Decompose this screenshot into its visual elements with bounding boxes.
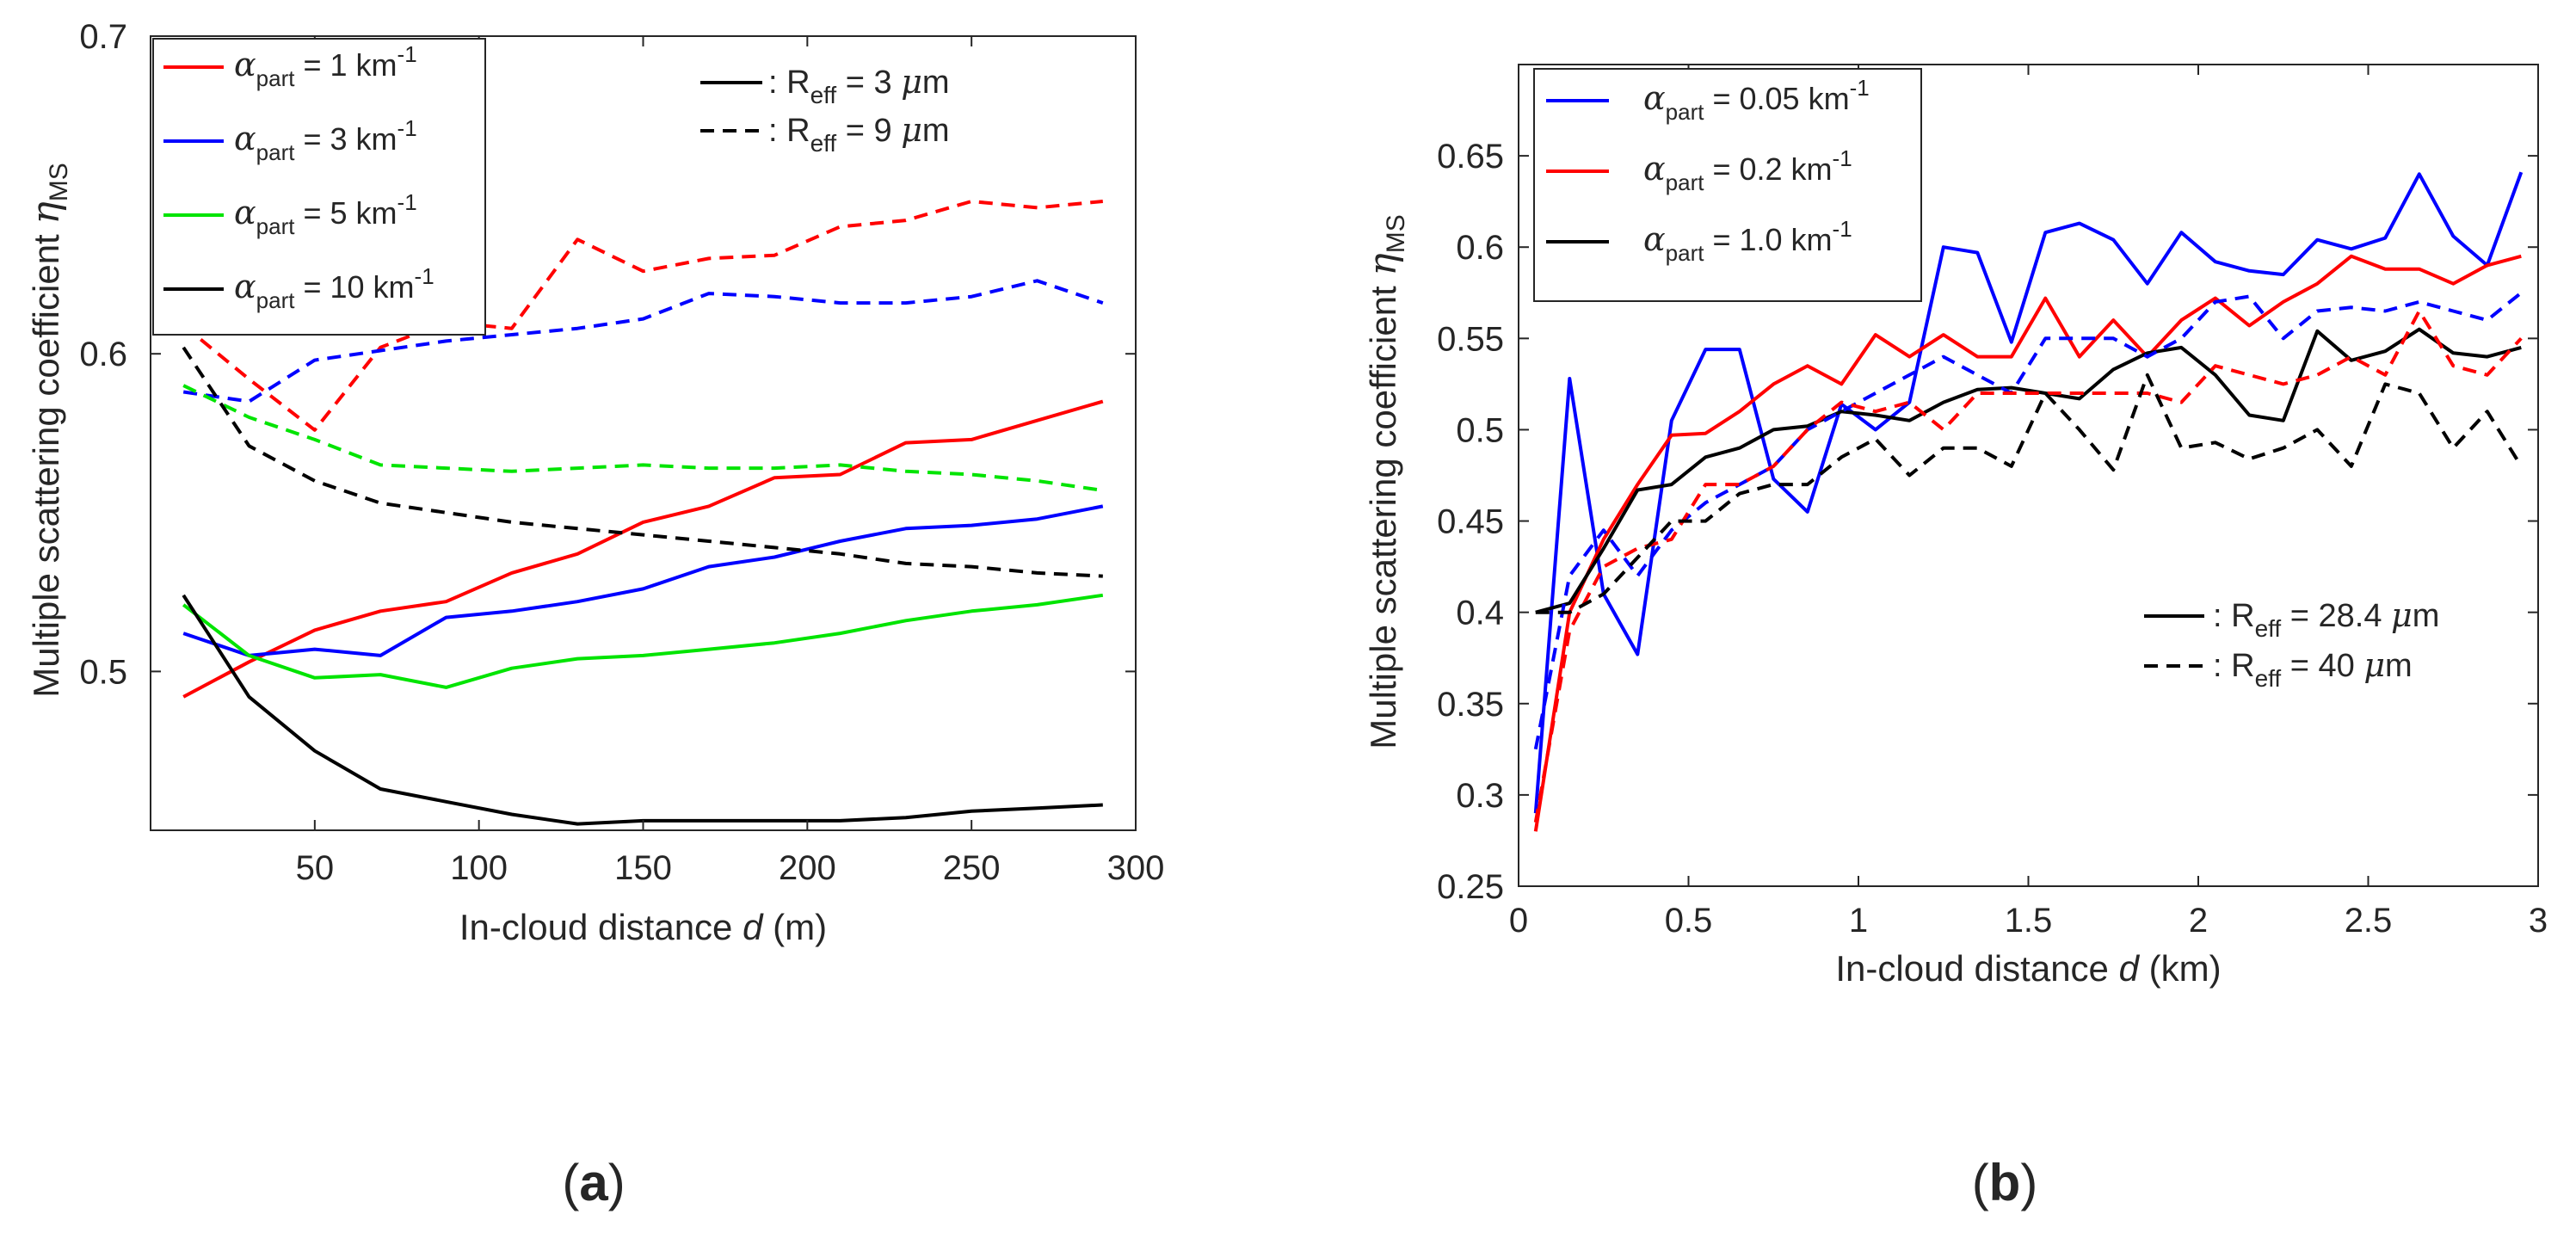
legend-box	[1533, 68, 1922, 302]
x-tick-label: 0.5	[1665, 902, 1713, 940]
legend-entry: αpart = 1.0 km-1	[1643, 216, 1852, 266]
series-line-5	[1535, 373, 2523, 614]
x-tick-label: 3	[2529, 902, 2548, 940]
series-group	[1533, 171, 2524, 832]
style-legend-entry: : Reff = 3 μm	[768, 63, 950, 108]
style-legend: : Reff = 3 μm: Reff = 9 μm	[700, 63, 950, 157]
style-legend: : Reff = 28.4 μm: Reff = 40 μm	[2144, 596, 2439, 692]
y-tick-label: 0.55	[1437, 320, 1504, 358]
x-tick-label: 2.5	[2345, 902, 2393, 940]
y-tick-label: 0.3	[1456, 777, 1504, 815]
series-line-0	[1533, 171, 2524, 814]
y-tick-label: 0.25	[1437, 868, 1504, 906]
legend-entry: αpart = 3 km-1	[234, 115, 417, 165]
y-tick-label: 0.5	[79, 653, 127, 691]
x-tick-label: 1	[1849, 902, 1868, 940]
x-tick-label: 1.5	[2005, 902, 2053, 940]
x-tick-label: 150	[614, 849, 672, 887]
y-tick-label: 0.4	[1456, 595, 1504, 632]
x-tick-label: 0	[1509, 902, 1528, 940]
x-tick-label: 300	[1107, 849, 1165, 887]
y-tick-label: 0.35	[1437, 686, 1504, 724]
y-axis-label: Multiple scattering coefficient ηMS	[1361, 214, 1410, 749]
y-tick-label: 0.7	[79, 18, 127, 56]
y-tick-label: 0.65	[1437, 138, 1504, 176]
style-legend-entry: : Reff = 40 μm	[2213, 646, 2413, 692]
x-tick-label: 50	[296, 849, 335, 887]
y-axis-label: Multiple scattering coefficient ηMS	[24, 163, 73, 698]
panel-label: (a)	[562, 1154, 625, 1211]
series-line-4	[182, 200, 1103, 432]
chart-panel-a: 50 100 150 200 250 300 0.5 0.6 0.7 In-cloud dista…	[24, 18, 1164, 1211]
series-line-3	[1533, 291, 2523, 750]
x-axis-label: In-cloud distance d (km)	[1835, 948, 2221, 989]
legend-entry: αpart = 0.05 km-1	[1643, 75, 1870, 125]
series-line-7	[182, 346, 1103, 578]
series-line-2	[182, 593, 1104, 689]
series-line-1	[182, 504, 1104, 657]
style-legend-entry: : Reff = 9 μm	[768, 111, 950, 157]
legend-entry: αpart = 0.2 km-1	[1643, 145, 1852, 195]
color-legend: αpart = 1 km-1 αpart = 3 km-1 αpart = 5 km…	[152, 38, 486, 336]
chart-panel-b: 0 0.5 1 1.5 2 2.5 3 0.25 0.3 0.35 0.4 0.45 0.5 0.55 0.…	[1361, 64, 2548, 1211]
series-line-2	[1535, 327, 2522, 614]
series-group	[182, 200, 1104, 826]
y-tick-label: 0.5	[1456, 411, 1504, 449]
series-line-5	[182, 279, 1104, 404]
legend-entry: αpart = 1 km-1	[234, 41, 417, 91]
panel-label: (b)	[1972, 1154, 2038, 1211]
x-tick-label: 250	[943, 849, 1001, 887]
y-tick-label: 0.45	[1437, 503, 1504, 541]
x-tick-label: 2	[2189, 902, 2208, 940]
x-axis-label: In-cloud distance d (m)	[459, 907, 827, 947]
color-legend: αpart = 0.05 km-1 αpart = 0.2 km-1 αpart =…	[1533, 68, 1922, 302]
style-legend-entry: : Reff = 28.4 μm	[2213, 596, 2439, 642]
legend-box	[152, 38, 486, 336]
x-tick-label: 100	[450, 849, 508, 887]
y-tick-label: 0.6	[79, 336, 127, 373]
legend-entry: αpart = 10 km-1	[234, 263, 434, 313]
series-line-4	[1533, 309, 2523, 823]
y-tick-label: 0.6	[1456, 229, 1504, 267]
x-tick-label: 200	[779, 849, 836, 887]
series-line-6	[182, 384, 1104, 492]
series-line-1	[1533, 254, 2522, 832]
series-line-0	[182, 399, 1104, 699]
legend-entry: αpart = 5 km-1	[234, 189, 417, 239]
